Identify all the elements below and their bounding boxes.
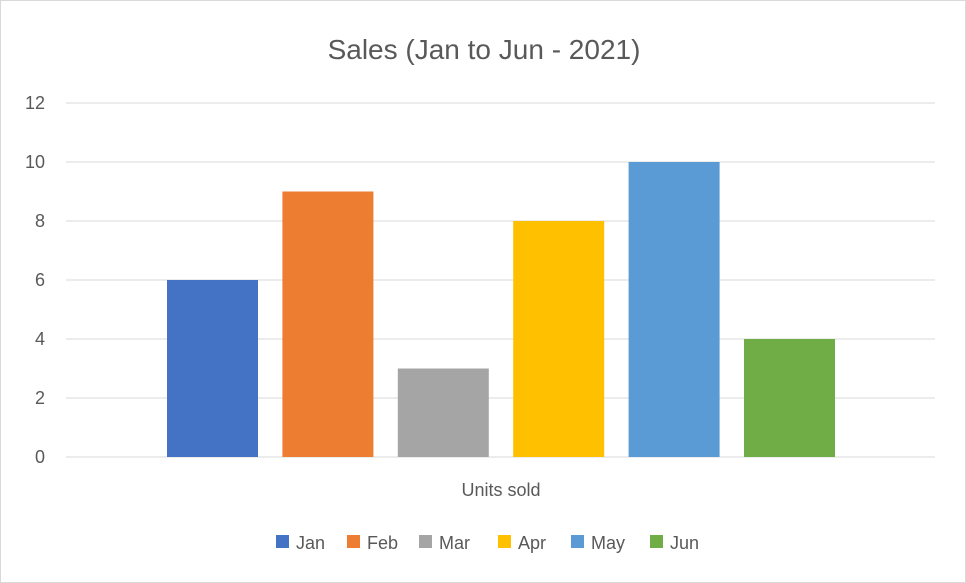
y-tick-label: 4 <box>35 329 45 349</box>
bar-jun <box>744 339 835 457</box>
legend-label-jan: Jan <box>296 533 325 553</box>
y-tick-label: 6 <box>35 270 45 290</box>
y-tick-label: 0 <box>35 447 45 467</box>
legend-swatch-jan <box>276 535 289 548</box>
legend-label-may: May <box>591 533 625 553</box>
legend-swatch-may <box>571 535 584 548</box>
legend-label-feb: Feb <box>367 533 398 553</box>
legend-label-jun: Jun <box>670 533 699 553</box>
bar-apr <box>513 221 605 457</box>
legend-swatch-jun <box>650 535 663 548</box>
y-tick-label: 10 <box>25 152 45 172</box>
bar-mar <box>397 368 489 457</box>
legend: Jan Feb Mar Apr May Jun <box>276 533 699 553</box>
bar-may <box>628 162 720 457</box>
bars <box>167 162 835 457</box>
y-tick-label: 2 <box>35 388 45 408</box>
y-tick-label: 12 <box>25 93 45 113</box>
legend-swatch-feb <box>347 535 360 548</box>
legend-swatch-mar <box>419 535 432 548</box>
legend-label-apr: Apr <box>518 533 546 553</box>
legend-swatch-apr <box>498 535 511 548</box>
legend-label-mar: Mar <box>439 533 470 553</box>
y-tick-label: 8 <box>35 211 45 231</box>
bar-feb <box>282 191 374 457</box>
bar-jan <box>167 280 258 457</box>
y-axis-ticks: 0 2 4 6 8 10 12 <box>25 93 45 467</box>
x-axis-label: Units sold <box>461 480 540 500</box>
chart-title: Sales (Jan to Jun - 2021) <box>328 34 641 65</box>
